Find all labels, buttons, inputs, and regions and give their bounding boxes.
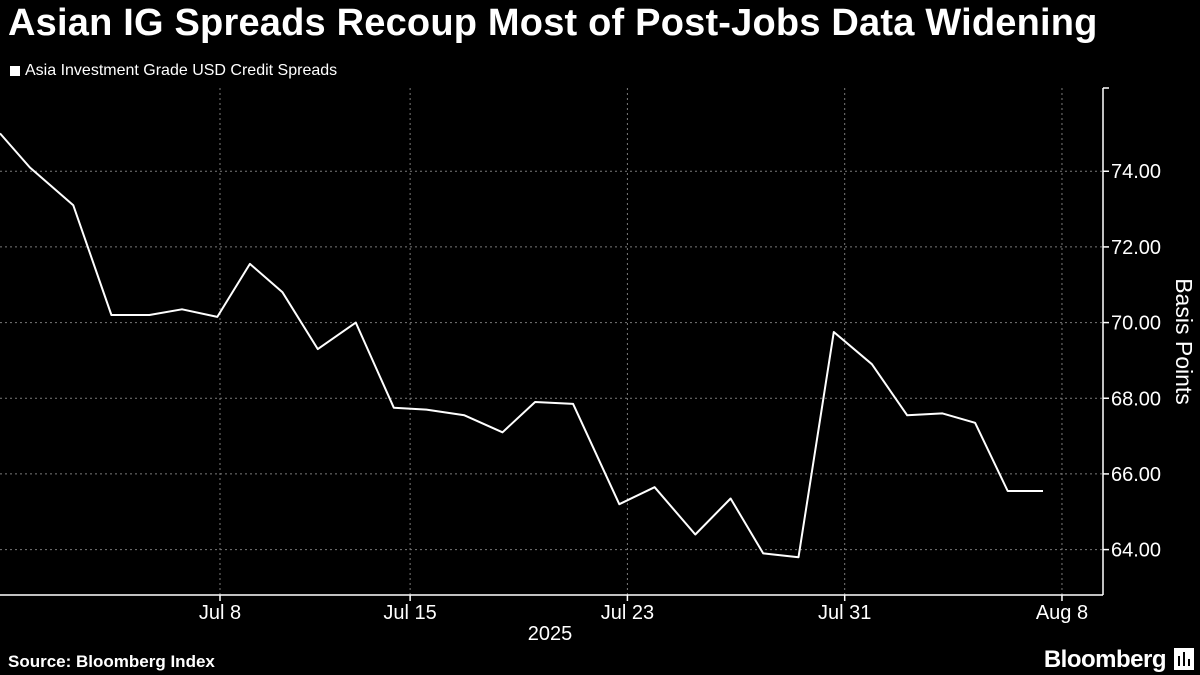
y-tick-label: 72.00 [1111,237,1161,259]
y-tick-label: 70.00 [1111,313,1161,335]
x-tick-label: Aug 8 [1036,602,1088,624]
series [0,132,1043,559]
tick-labels: 64.00 66.00 68.00 70.00 72.00 74.00 Jul 8 Jul 1… [199,161,1161,624]
x-tick-label: Jul 15 [383,602,436,624]
source-note: Source: Bloomberg Index [8,652,215,671]
x-axis-title: 2025 [528,623,573,645]
axes [0,87,1109,601]
y-tick-label: 64.00 [1111,540,1161,562]
legend: Asia Investment Grade USD Credit Spreads [10,62,337,80]
y-tick-label: 68.00 [1111,388,1161,410]
x-tick-label: Jul 31 [818,602,871,624]
chart-icon [1174,648,1194,670]
x-tick-label: Jul 8 [199,602,241,624]
legend-label: Asia Investment Grade USD Credit Spreads [25,62,338,79]
y-tick-label: 74.00 [1111,161,1161,183]
chart-title: Asian IG Spreads Recoup Most of Post-Job… [8,2,1098,44]
x-tick-label: Jul 23 [601,602,654,624]
bloomberg-logo: Bloomberg [1043,646,1167,673]
series-line [0,132,1043,559]
y-tick-label: 66.00 [1111,464,1161,486]
y-axis-title: Basis Points [1171,278,1197,405]
legend-swatch [10,66,20,76]
grid-lines [0,88,1103,595]
